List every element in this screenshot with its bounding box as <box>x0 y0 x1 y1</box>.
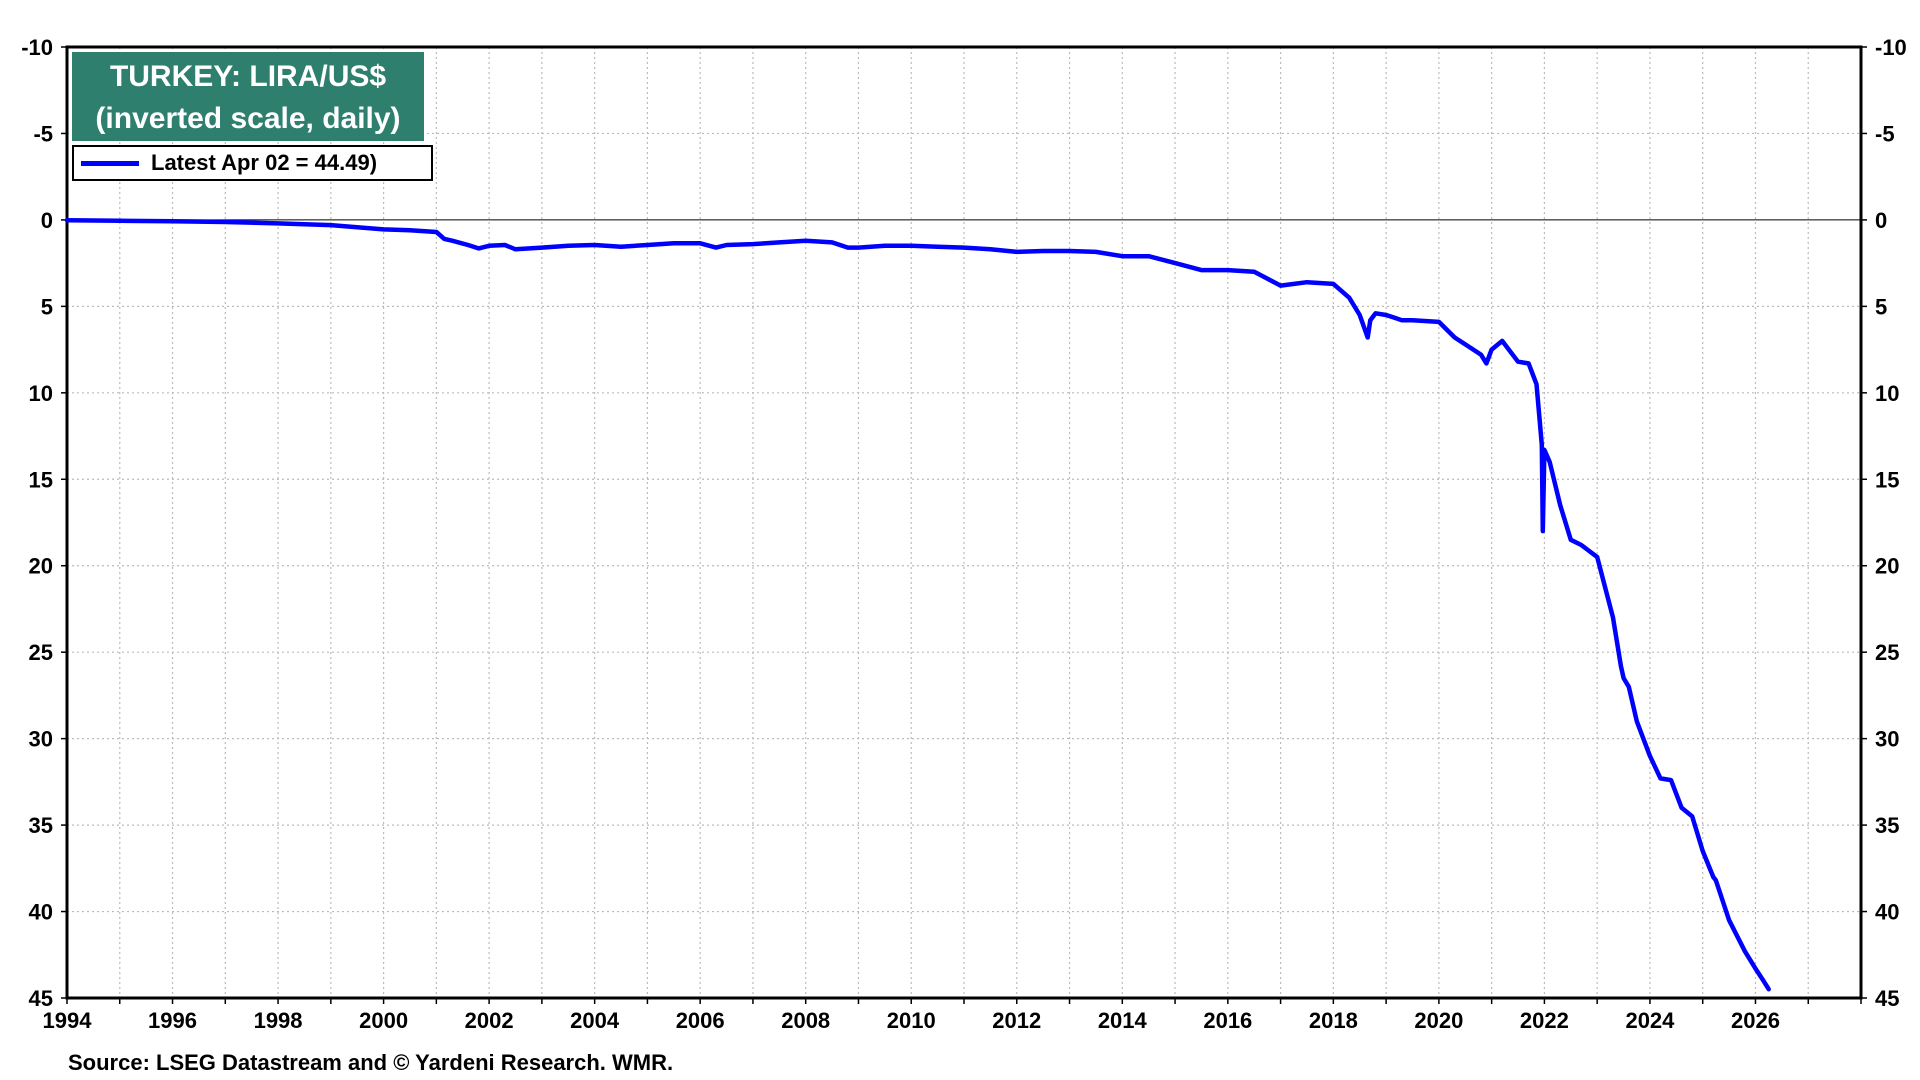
y-tick-label-right: 10 <box>1875 381 1899 406</box>
x-tick-label: 2012 <box>992 1008 1041 1033</box>
series-line <box>64 218 1771 992</box>
y-tick-label-right: 30 <box>1875 727 1899 752</box>
y-axis-right: -10 -5 0 5 10 15 20 25 30 35 40 45 <box>1861 35 1907 1011</box>
y-tick-label-left: 40 <box>29 900 53 925</box>
x-tick-label: 1998 <box>254 1008 303 1033</box>
legend-label: Latest Apr 02 = 44.49) <box>151 150 378 175</box>
y-tick-label-right: 25 <box>1875 640 1899 665</box>
y-tick-label-left: 35 <box>29 813 53 838</box>
x-tick-label: 2004 <box>570 1008 620 1033</box>
x-tick-label: 1994 <box>43 1008 93 1033</box>
y-tick-label-left: 20 <box>29 554 53 579</box>
x-tick-label: 2010 <box>887 1008 936 1033</box>
y-axis-left: -10 -5 0 5 10 15 20 25 30 35 40 45 <box>21 35 67 1011</box>
x-axis: 1994 1996 1998 2000 2002 2004 2006 2008 2010 2012… <box>43 998 1862 1033</box>
y-tick-label-left: -5 <box>33 121 53 146</box>
x-tick-label: 2022 <box>1520 1008 1569 1033</box>
y-tick-label-left: 45 <box>29 986 53 1011</box>
x-tick-label: 2020 <box>1414 1008 1463 1033</box>
x-tick-label: 2008 <box>781 1008 830 1033</box>
y-tick-label-right: 35 <box>1875 813 1899 838</box>
x-tick-label: 2024 <box>1625 1008 1675 1033</box>
y-tick-label-right: 5 <box>1875 294 1887 319</box>
y-tick-label-right: 45 <box>1875 986 1899 1011</box>
source-note: Source: LSEG Datastream and © Yardeni Re… <box>68 1050 674 1075</box>
legend-swatch <box>81 160 139 166</box>
y-tick-label-right: -5 <box>1875 121 1895 146</box>
gridlines <box>67 47 1861 998</box>
chart-title-box: TURKEY: LIRA/US$ (inverted scale, daily) <box>72 52 424 141</box>
y-tick-label-right: -10 <box>1875 35 1907 60</box>
y-tick-label-left: 25 <box>29 640 53 665</box>
y-tick-label-right: 0 <box>1875 208 1887 233</box>
y-tick-label-left: 15 <box>29 467 53 492</box>
y-tick-label-left: 30 <box>29 727 53 752</box>
x-tick-label: 2006 <box>676 1008 725 1033</box>
y-tick-label-right: 15 <box>1875 467 1899 492</box>
y-tick-label-left: 10 <box>29 381 53 406</box>
x-tick-label: 2014 <box>1098 1008 1148 1033</box>
x-tick-label: 1996 <box>148 1008 197 1033</box>
x-tick-label: 2016 <box>1203 1008 1252 1033</box>
x-tick-label: 2018 <box>1309 1008 1358 1033</box>
y-tick-label-right: 20 <box>1875 554 1899 579</box>
y-tick-label-right: 40 <box>1875 900 1899 925</box>
x-tick-label: 2000 <box>359 1008 408 1033</box>
x-tick-label: 2026 <box>1731 1008 1780 1033</box>
chart-title: TURKEY: LIRA/US$ <box>109 60 387 93</box>
y-tick-label-left: 5 <box>41 294 53 319</box>
y-tick-label-left: 0 <box>41 208 53 233</box>
legend: Latest Apr 02 = 44.49) <box>72 145 433 181</box>
chart-subtitle: (inverted scale, daily) <box>95 102 401 135</box>
y-tick-label-left: -10 <box>21 35 53 60</box>
x-tick-label: 2002 <box>465 1008 514 1033</box>
